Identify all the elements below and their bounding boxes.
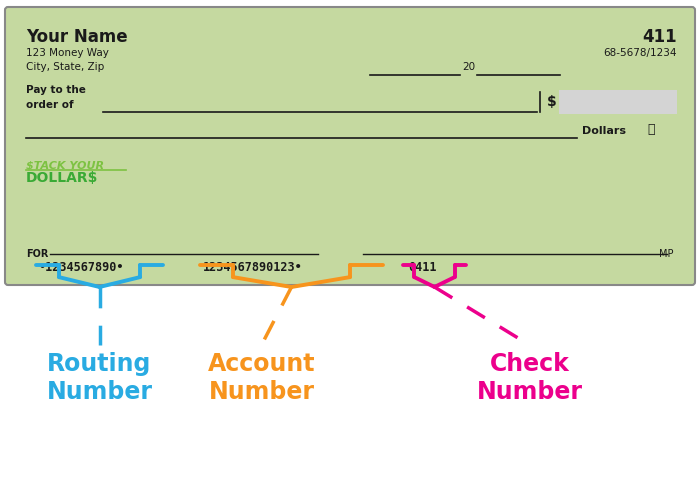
Text: DOLLAR$: DOLLAR$	[26, 171, 99, 185]
Text: Routing
Number: Routing Number	[46, 352, 153, 404]
FancyBboxPatch shape	[559, 90, 677, 114]
Text: Account
Number: Account Number	[208, 352, 315, 404]
Text: 123 Money Way: 123 Money Way	[26, 48, 109, 58]
Text: 20: 20	[462, 62, 475, 72]
Text: •1234567890•: •1234567890•	[38, 261, 123, 274]
Text: 1234567890123•: 1234567890123•	[203, 261, 302, 274]
Text: Your Name: Your Name	[26, 28, 127, 46]
Text: $: $	[547, 95, 556, 109]
Text: 411: 411	[643, 28, 677, 46]
Text: 🔒: 🔒	[647, 123, 655, 136]
Text: Pay to the: Pay to the	[26, 85, 86, 95]
Text: order of: order of	[26, 100, 74, 110]
Text: 0411: 0411	[408, 261, 437, 274]
Text: MP: MP	[659, 249, 674, 259]
Text: 68-5678/1234: 68-5678/1234	[603, 48, 677, 58]
Text: FOR: FOR	[26, 249, 48, 259]
Text: Check
Number: Check Number	[477, 352, 582, 404]
Text: Dollars: Dollars	[582, 126, 626, 136]
FancyBboxPatch shape	[5, 7, 695, 285]
Text: City, State, Zip: City, State, Zip	[26, 62, 104, 72]
Text: $TACK YOUR: $TACK YOUR	[26, 160, 104, 170]
